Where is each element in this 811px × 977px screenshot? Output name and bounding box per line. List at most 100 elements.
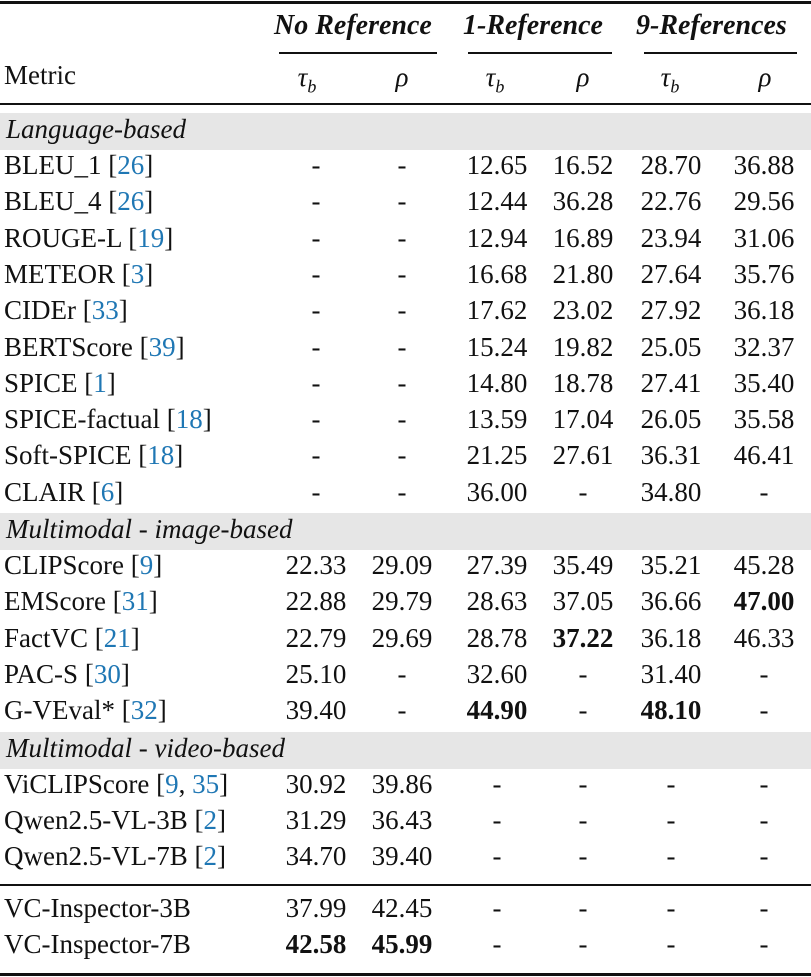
- value-cell: 36.31: [640, 440, 702, 471]
- table-row: ViCLIPScore [9, 35] 30.92 39.86 - - - -: [0, 769, 811, 805]
- citation-link[interactable]: 32: [130, 695, 158, 726]
- value-cell: 27.39: [466, 550, 528, 580]
- metric-name: G-VEval* [32]: [4, 695, 167, 726]
- metric-name: CLAIR [6]: [4, 476, 124, 507]
- metric-label: SPICE-factual: [4, 404, 160, 435]
- citation-link[interactable]: 2: [203, 841, 217, 872]
- value-cell: 45.99: [371, 929, 433, 959]
- value-cell: -: [759, 929, 769, 959]
- metric-name: SPICE-factual [18]: [4, 404, 212, 435]
- value-cell: -: [578, 893, 588, 923]
- value-cell: 27.92: [640, 295, 702, 326]
- value-cell: 42.45: [371, 893, 433, 923]
- value-cell: 34.80: [640, 476, 702, 507]
- value-cell: 37.99: [285, 893, 347, 923]
- citation-link[interactable]: 26: [117, 150, 145, 180]
- value-cell: 39.40: [285, 695, 347, 726]
- value-cell: 29.09: [371, 550, 433, 580]
- value-cell: 36.66: [640, 586, 702, 617]
- value-cell: -: [578, 768, 588, 799]
- table-row: SPICE [1] - - 14.80 18.78 27.41 35.40: [0, 368, 811, 404]
- citation-link[interactable]: 3: [130, 258, 145, 289]
- value-cell: -: [311, 222, 321, 253]
- value-cell: 36.88: [733, 150, 795, 180]
- table-row: BLEU_1 [26] - - 12.65 16.52 28.70 36.88: [0, 150, 811, 186]
- value-cell: 17.04: [552, 404, 614, 435]
- value-cell: 27.61: [552, 440, 614, 471]
- value-cell: -: [397, 331, 407, 362]
- value-cell: 36.43: [371, 804, 433, 835]
- table-row: ROUGE-L [19] - - 12.94 16.89 23.94 31.06: [0, 223, 811, 259]
- citation-link[interactable]: 2: [203, 804, 217, 835]
- value-cell: 39.40: [371, 841, 433, 872]
- value-cell: 27.64: [640, 258, 702, 289]
- citation-link[interactable]: 18: [175, 404, 203, 435]
- group-header-9-references: 9-References: [636, 10, 787, 41]
- group-header-1-reference: 1-Reference: [463, 10, 603, 41]
- value-cell: 47.00: [733, 586, 795, 617]
- table-row: Qwen2.5-VL-3B [2] 31.29 36.43 - - - -: [0, 805, 811, 841]
- table-row: BLEU_4 [26] - - 12.44 36.28 22.76 29.56: [0, 186, 811, 222]
- value-cell: -: [311, 331, 321, 362]
- metric-label: Qwen2.5-VL-7B: [4, 841, 188, 872]
- bottom-rule: [0, 973, 811, 976]
- value-cell: -: [311, 440, 321, 471]
- value-cell: 32.37: [733, 331, 795, 362]
- citation-link[interactable]: 33: [91, 295, 119, 326]
- citation-link[interactable]: 35: [192, 768, 220, 799]
- value-cell: 18.78: [552, 367, 614, 398]
- metric-label: EMScore: [4, 586, 106, 617]
- value-cell: 35.21: [640, 550, 702, 580]
- citation-link[interactable]: 18: [147, 440, 175, 471]
- citation-link[interactable]: 1: [93, 367, 107, 398]
- value-cell: -: [397, 222, 407, 253]
- value-cell: 31.06: [733, 222, 795, 253]
- metric-name: SPICE [1]: [4, 367, 116, 398]
- table-row: METEOR [3] - - 16.68 21.80 27.64 35.76: [0, 259, 811, 295]
- value-cell: -: [397, 367, 407, 398]
- value-cell: 36.00: [466, 476, 528, 507]
- value-cell: -: [759, 658, 769, 689]
- value-cell: 23.94: [640, 222, 702, 253]
- value-cell: 25.10: [285, 658, 347, 689]
- value-cell: -: [759, 768, 769, 799]
- value-cell: -: [311, 150, 321, 180]
- value-cell: -: [759, 476, 769, 507]
- citation-link[interactable]: 31: [121, 586, 149, 617]
- value-cell: -: [397, 404, 407, 435]
- value-cell: -: [666, 841, 676, 872]
- header-midrule: [0, 103, 811, 105]
- value-cell: 16.89: [552, 222, 614, 253]
- value-cell: 12.94: [466, 222, 528, 253]
- value-cell: 44.90: [466, 695, 528, 726]
- value-cell: 42.58: [285, 929, 347, 959]
- rho-header-no-ref: ρ: [395, 62, 409, 92]
- metric-name: FactVC [21]: [4, 622, 140, 653]
- value-cell: 37.05: [552, 586, 614, 617]
- citation-link[interactable]: 26: [117, 186, 145, 217]
- value-cell: -: [397, 186, 407, 217]
- table-row: SPICE-factual [18] - - 13.59 17.04 26.05 35.58: [0, 404, 811, 440]
- citation-link[interactable]: 39: [148, 331, 176, 362]
- metric-name: VC-Inspector-3B: [4, 893, 191, 924]
- metric-label: CLAIR: [4, 476, 85, 507]
- table-row: CLIPScore [9] 22.33 29.09 27.39 35.49 35.21 45…: [0, 550, 811, 586]
- citation-link[interactable]: 9: [139, 550, 154, 580]
- citation-link[interactable]: 19: [137, 222, 165, 253]
- value-cell: -: [759, 841, 769, 872]
- citation-link[interactable]: 9: [165, 768, 179, 799]
- citation-link[interactable]: 21: [103, 622, 131, 653]
- value-cell: 12.44: [466, 186, 528, 217]
- citation-link[interactable]: 6: [100, 476, 115, 507]
- citation-link[interactable]: 30: [93, 658, 121, 689]
- metric-label: CIDEr: [4, 295, 76, 326]
- value-cell: 14.80: [466, 367, 528, 398]
- rho-header-1-ref: ρ: [576, 62, 590, 92]
- metric-name: VC-Inspector-7B: [4, 929, 191, 960]
- value-cell: -: [578, 658, 588, 689]
- value-cell: 12.65: [466, 150, 528, 180]
- value-cell: 35.40: [733, 367, 795, 398]
- metric-name: ViCLIPScore [9, 35]: [4, 768, 229, 799]
- metric-label: BLEU_1: [4, 150, 102, 180]
- table-row: Soft-SPICE [18] - - 21.25 27.61 36.31 46.41: [0, 440, 811, 476]
